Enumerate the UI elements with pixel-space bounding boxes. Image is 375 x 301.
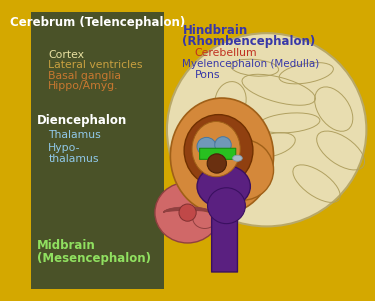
Text: Pons: Pons [195, 70, 220, 80]
Ellipse shape [197, 137, 216, 155]
Text: Myelencephalon (Medulla): Myelencephalon (Medulla) [182, 59, 320, 69]
Ellipse shape [211, 139, 273, 200]
Circle shape [207, 154, 226, 173]
Text: Hippo/Amyg.: Hippo/Amyg. [48, 81, 119, 91]
Text: Cerebellum: Cerebellum [195, 48, 257, 58]
FancyBboxPatch shape [211, 206, 237, 272]
FancyBboxPatch shape [200, 148, 236, 159]
Ellipse shape [192, 122, 240, 177]
Ellipse shape [184, 115, 253, 186]
Text: (Mesencephalon): (Mesencephalon) [37, 252, 151, 265]
Text: Cortex: Cortex [48, 50, 84, 60]
Ellipse shape [155, 182, 220, 243]
Text: Lateral ventricles: Lateral ventricles [48, 61, 143, 70]
Ellipse shape [232, 155, 242, 161]
Ellipse shape [170, 98, 273, 214]
Text: (Rhombencephalon): (Rhombencephalon) [182, 35, 316, 48]
Ellipse shape [197, 165, 250, 208]
Text: Hindbrain: Hindbrain [182, 24, 248, 37]
Ellipse shape [215, 137, 231, 153]
Ellipse shape [167, 33, 366, 226]
Text: Diencephalon: Diencephalon [37, 114, 128, 127]
Text: Basal ganglia: Basal ganglia [48, 71, 121, 81]
Text: Hypo-: Hypo- [48, 143, 81, 153]
Text: Thalamus: Thalamus [48, 130, 101, 140]
Text: Midbrain: Midbrain [37, 239, 96, 252]
Circle shape [179, 204, 196, 221]
Ellipse shape [193, 208, 217, 228]
Text: Cerebrum (Telencephalon): Cerebrum (Telencephalon) [10, 16, 185, 29]
FancyBboxPatch shape [31, 12, 164, 289]
Ellipse shape [207, 188, 245, 224]
Text: thalamus: thalamus [48, 154, 99, 164]
